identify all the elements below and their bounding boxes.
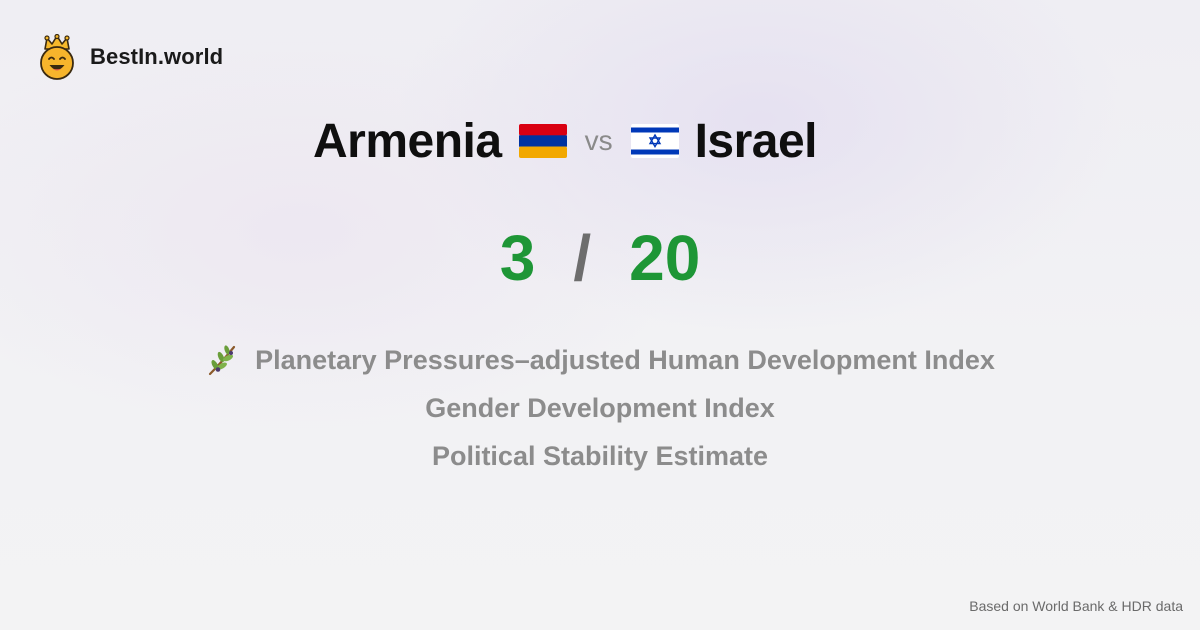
- metrics-list: Planetary Pressures–adjusted Human Devel…: [0, 336, 1200, 480]
- olive-branch-icon: [209, 345, 236, 376]
- israel-flag-icon: [630, 124, 679, 158]
- score-display: 3 / 20: [0, 220, 1200, 296]
- crowned-smiley-icon: [40, 34, 74, 80]
- metric-item: Planetary Pressures–adjusted Human Devel…: [0, 336, 1200, 384]
- country-a-name: Armenia: [312, 114, 502, 168]
- score-a: 3: [499, 222, 536, 294]
- vs-label: vs: [584, 125, 613, 156]
- score-b: 20: [629, 222, 701, 294]
- score-separator: /: [573, 222, 592, 294]
- metric-item: Gender Development Index: [0, 384, 1200, 432]
- brand-logo[interactable]: BestIn.world: [38, 34, 223, 80]
- data-source-note: Based on World Bank & HDR data: [969, 598, 1183, 614]
- armenia-flag-icon: [518, 124, 567, 158]
- metric-label: Planetary Pressures–adjusted Human Devel…: [255, 345, 995, 375]
- metric-item: Political Stability Estimate: [0, 432, 1200, 480]
- country-b-name: Israel: [694, 114, 818, 168]
- brand-name: BestIn.world: [90, 44, 224, 69]
- metric-label: Gender Development Index: [425, 393, 775, 423]
- comparison-title: Armenia vs Israel: [0, 112, 1130, 170]
- metric-label: Political Stability Estimate: [431, 441, 769, 471]
